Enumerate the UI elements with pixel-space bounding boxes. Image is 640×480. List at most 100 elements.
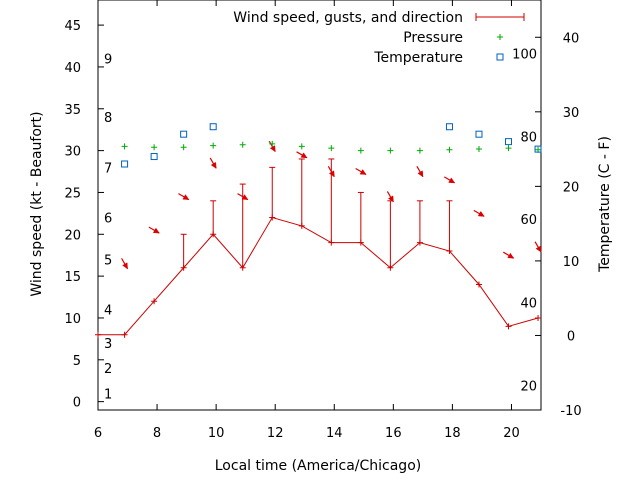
pressure-point (239, 141, 246, 148)
beaufort-label: 7 (104, 161, 112, 176)
wind-point (475, 281, 482, 288)
fahrenheit-scale: 20 40 60 80 100 (512, 48, 537, 395)
gust-lines (180, 158, 453, 268)
wind-point (505, 323, 512, 330)
pressure-point (180, 144, 187, 151)
beaufort-label: 2 (104, 362, 112, 377)
wind-series (95, 214, 542, 338)
legend-mark-temperature (496, 53, 504, 61)
beaufort-label: 9 (104, 53, 112, 68)
wind-arrow-head (417, 170, 424, 178)
beaufort-scale: 1 2 3 4 5 6 7 8 9 (104, 53, 112, 403)
wind-arrow-head (328, 170, 335, 178)
beaufort-label: 8 (104, 111, 112, 126)
wind-point (446, 248, 453, 255)
beaufort-label: 4 (104, 304, 112, 319)
pressure-point (387, 147, 394, 154)
y2-tick-label: 40 (563, 31, 580, 46)
pressure-point (269, 140, 276, 147)
beaufort-label: 3 (104, 337, 112, 352)
y-tick-label: 40 (64, 61, 81, 76)
wind-arrow-head (387, 195, 394, 203)
pressure-point (298, 143, 305, 150)
y-tick-label: 5 (73, 354, 81, 369)
wind-point (269, 214, 276, 221)
temperature-point (534, 145, 542, 153)
wind-point (210, 231, 217, 238)
y2-tick-label: 10 (563, 255, 580, 270)
x-tick-label: 10 (208, 426, 225, 441)
x-tick-label: 20 (503, 426, 520, 441)
wind-direction-arrows (121, 140, 542, 270)
pressure-point (475, 145, 482, 152)
wind-point (535, 314, 542, 321)
y-axis-label: Wind speed (kt - Beaufort) (29, 111, 45, 296)
wind-arrow-head (122, 262, 128, 270)
wind-point (416, 239, 423, 246)
x-tick-label: 12 (267, 426, 284, 441)
temperature-point (209, 123, 217, 131)
x-tick-label: 18 (444, 426, 461, 441)
wind-arrow-head (507, 252, 515, 259)
x-tick-label: 8 (153, 426, 161, 441)
wind-arrow-head (535, 245, 542, 253)
y-tick-label: 15 (64, 270, 81, 285)
plot-area (97, 0, 542, 411)
wind-arrow-head (359, 169, 367, 175)
fahrenheit-label: 40 (520, 297, 537, 312)
wind-point (239, 264, 246, 271)
y-tick-label: 30 (64, 145, 81, 160)
wind-point (121, 331, 128, 338)
beaufort-label: 1 (104, 387, 112, 402)
wind-arrow-head (300, 152, 308, 159)
plot-border (97, 0, 542, 411)
y2-axis-label: Temperature (C - F) (597, 136, 613, 273)
pressure-point (121, 143, 128, 150)
temperature-point (475, 130, 483, 138)
wind-point (298, 222, 305, 229)
temperature-series (121, 123, 542, 168)
pressure-point (505, 145, 512, 152)
y2-tick-label: 0 (567, 329, 575, 344)
wind-point (180, 264, 187, 271)
temperature-point (505, 138, 513, 146)
pressure-series (121, 140, 542, 154)
wind-arrow-head (448, 177, 456, 184)
y-axis-right: -10 0 10 20 30 40 (535, 31, 582, 419)
y-tick-label: 35 (64, 103, 81, 118)
fahrenheit-label: 20 (520, 379, 537, 394)
y-tick-label: 0 (73, 396, 81, 411)
fahrenheit-label: 80 (520, 130, 537, 145)
pressure-point (416, 147, 423, 154)
temperature-point (150, 153, 158, 161)
fahrenheit-label: 100 (512, 48, 537, 63)
y-tick-label: 20 (64, 228, 81, 243)
x-tick-label: 16 (385, 426, 402, 441)
y-tick-label: 25 (64, 186, 81, 201)
wind-point (387, 264, 394, 271)
wind-arrow-head (152, 227, 160, 234)
legend-mark-pressure (497, 34, 503, 40)
pressure-point (357, 147, 364, 154)
legend-label-pressure: Pressure (403, 30, 463, 46)
x-axis-label: Local time (America/Chicago) (215, 458, 421, 474)
wind-line (98, 216, 539, 336)
wind-arrow-head (182, 194, 190, 200)
pressure-point (446, 146, 453, 153)
legend: Wind speed, gusts, and direction Pressur… (233, 10, 525, 66)
y-tick-label: 45 (64, 19, 81, 34)
temperature-point (121, 160, 129, 168)
pressure-point (210, 142, 217, 149)
wind-point (357, 239, 364, 246)
temperature-point (445, 123, 453, 131)
pressure-point (328, 145, 335, 152)
fahrenheit-label: 60 (520, 213, 537, 228)
x-tick-label: 14 (326, 426, 343, 441)
x-tick-label: 6 (94, 426, 102, 441)
y-axis-left: 0 5 10 15 20 25 30 35 40 45 (64, 19, 104, 411)
y2-tick-label: 30 (563, 106, 580, 121)
temperature-point (180, 130, 188, 138)
y2-tick-label: -10 (560, 404, 581, 419)
wind-arrow-head (210, 161, 217, 169)
